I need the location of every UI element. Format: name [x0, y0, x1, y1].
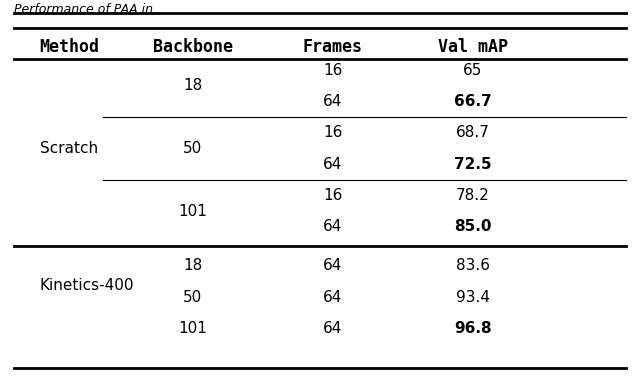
Text: 101: 101 — [178, 321, 207, 336]
Text: 96.8: 96.8 — [454, 321, 492, 336]
Text: Backbone: Backbone — [152, 38, 232, 56]
Text: 50: 50 — [183, 141, 202, 156]
Text: 65: 65 — [463, 63, 483, 78]
Text: 16: 16 — [323, 188, 342, 203]
Text: 18: 18 — [183, 79, 202, 93]
Text: Frames: Frames — [303, 38, 363, 56]
Text: Val mAP: Val mAP — [438, 38, 508, 56]
Text: 72.5: 72.5 — [454, 157, 492, 172]
Text: Method: Method — [40, 38, 100, 56]
Text: Scratch: Scratch — [40, 141, 98, 156]
Text: 66.7: 66.7 — [454, 94, 492, 109]
Text: 83.6: 83.6 — [456, 258, 490, 273]
Text: 64: 64 — [323, 219, 342, 234]
Text: 64: 64 — [323, 258, 342, 273]
Text: 50: 50 — [183, 290, 202, 305]
Text: 18: 18 — [183, 258, 202, 273]
Text: 16: 16 — [323, 63, 342, 78]
Text: 78.2: 78.2 — [456, 188, 490, 203]
Text: 93.4: 93.4 — [456, 290, 490, 305]
Text: 101: 101 — [178, 204, 207, 219]
Text: Kinetics-400: Kinetics-400 — [40, 278, 134, 293]
Text: 64: 64 — [323, 157, 342, 172]
Text: Performance of PAA in: Performance of PAA in — [14, 3, 153, 16]
Text: 85.0: 85.0 — [454, 219, 492, 234]
Text: 64: 64 — [323, 290, 342, 305]
Text: 16: 16 — [323, 126, 342, 141]
Text: 68.7: 68.7 — [456, 126, 490, 141]
Text: 64: 64 — [323, 94, 342, 109]
Text: 64: 64 — [323, 321, 342, 336]
